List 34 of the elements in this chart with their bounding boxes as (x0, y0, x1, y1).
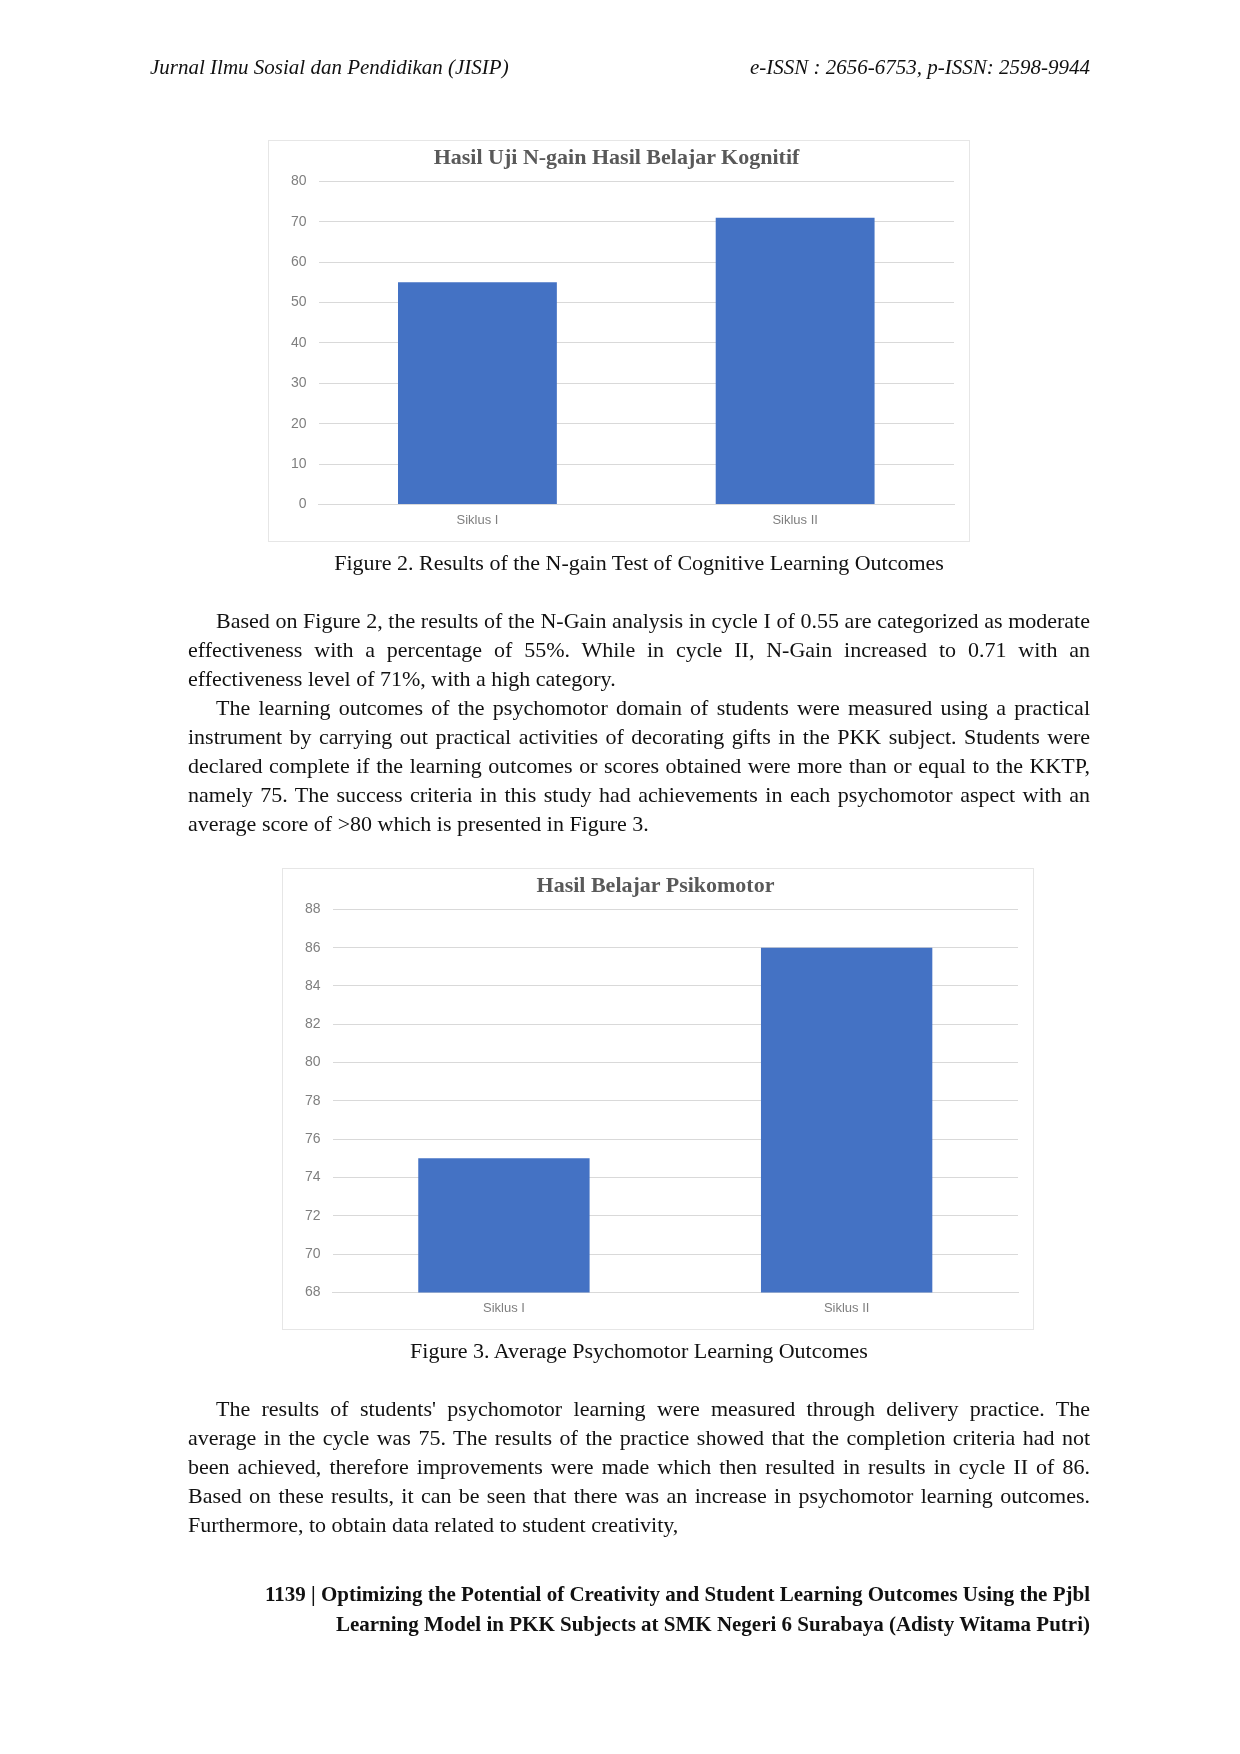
y-tick-label: 88 (304, 900, 321, 917)
y-tick-label: 40 (290, 333, 307, 350)
y-tick-label: 80 (304, 1053, 321, 1070)
text: Based on Figure 2, the results of the N-Gain analysis in cycle I of 0.55 are categorized as moderate effectiveness with a percentage of 55%. While in cycle II, N-Gain increased to 0.71 with an effectiveness level of 71%, with a high category. (188, 607, 1090, 693)
y-tick-label: 72 (304, 1206, 321, 1223)
y-tick-label: 76 (304, 1130, 321, 1147)
text: The learning outcomes of the psychomotor domain of students were measured using a practical instrument by carrying out practical activities of decorating gifts in the PKK subject. Students were declared complete if the learning outcomes or scores obtained were more than or equal to the KKTP, namely 75. The success criteria in this study had achievements in each psychomotor aspect with an average score of >80 which is presented in Figure 3. (188, 694, 1090, 838)
y-tick-label: 0 (298, 495, 307, 512)
caption: Figure 2. Results of the N-gain Test of Cognitive Learning Outcomes (333, 550, 945, 576)
y-tick-label: 74 (304, 1168, 321, 1185)
y-tick-label: 60 (290, 253, 307, 270)
y-tick-label: 50 (290, 293, 307, 310)
y-tick-label: 30 (290, 374, 307, 391)
y-tick-label: 20 (290, 414, 307, 431)
text: Jurnal Ilmu Sosial dan Pendidikan (JISIP) (150, 55, 509, 80)
y-tick-label: 70 (290, 212, 307, 229)
caption: Figure 3. Average Psychomotor Learning Outcomes (409, 1338, 869, 1364)
y-tick-label: 80 (290, 172, 307, 189)
chart-title: Hasil Belajar Psikomotor (536, 871, 775, 897)
text: 1139 | Optimizing the Potential of Creativity and Student Learning Outcomes Using the Pjbl Learning Model in PKK Subjects at SMK Negeri 6 Surabaya (Adisty Witama Putri) (264, 1581, 1090, 1638)
x-tick-label: Siklus II (823, 1299, 870, 1315)
text: The results of students' psychomotor learning were measured through delivery practice. The average in the cycle was 75. The results of the practice showed that the completion criteria had not been achieved, therefore improvements were made which then resulted in results in cycle II of 86. Based on these results, it can be seen that there was an increase in psychomotor learning outcomes. Furthermore, to obtain data related to student creativity, (188, 1395, 1090, 1539)
y-tick-label: 68 (304, 1283, 321, 1300)
y-tick-label: 84 (304, 976, 321, 993)
y-tick-label: 10 (290, 454, 307, 471)
y-tick-label: 86 (304, 938, 321, 955)
text: e-ISSN : 2656-6753, p-ISSN: 2598-9944 (749, 55, 1090, 80)
chart-title: Hasil Uji N-gain Hasil Belajar Kognitif (433, 143, 800, 169)
y-tick-label: 82 (304, 1015, 321, 1032)
y-tick-label: 70 (304, 1244, 321, 1261)
y-tick-label: 78 (304, 1091, 321, 1108)
x-tick-label: Siklus I (482, 1299, 525, 1315)
x-tick-label: Siklus I (456, 511, 499, 527)
x-tick-label: Siklus II (772, 511, 818, 527)
